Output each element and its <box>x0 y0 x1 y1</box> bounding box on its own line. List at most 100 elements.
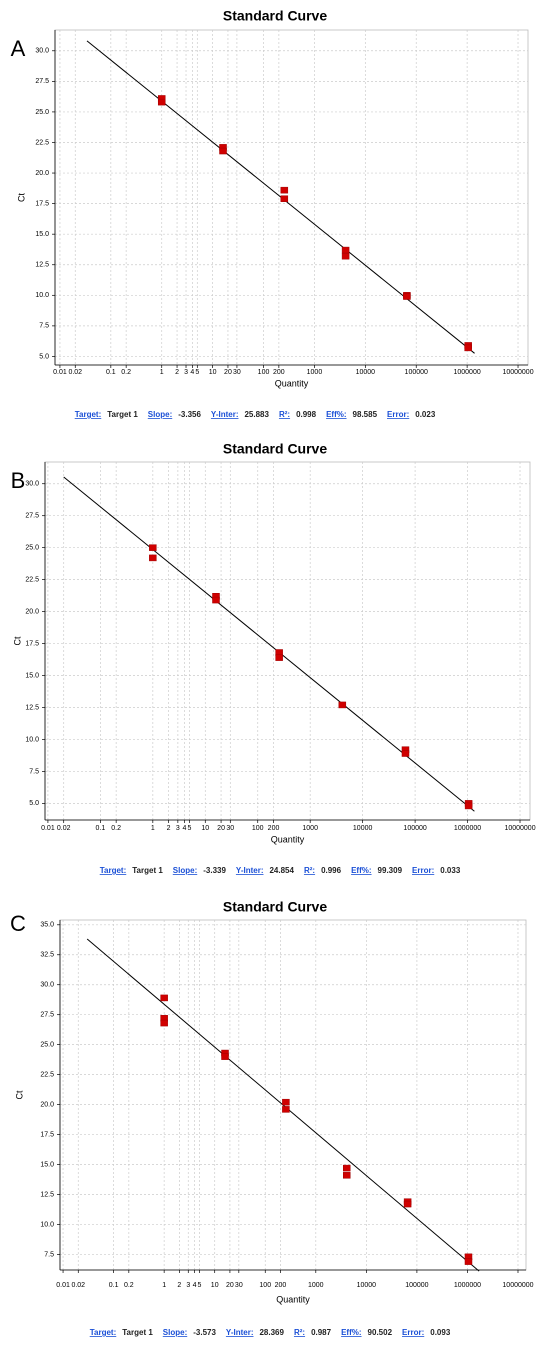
data-point <box>280 186 289 194</box>
y-axis-label: Ct <box>14 1090 24 1099</box>
x-tick-label: 0.1 <box>96 825 106 832</box>
x-tick-label: 1 <box>162 1282 166 1289</box>
data-point <box>221 1053 229 1060</box>
x-tick-label: 10000000 <box>504 825 535 832</box>
stats-value: 24.854 <box>269 866 294 875</box>
x-tick-label: 0.2 <box>124 1282 134 1289</box>
x-tick-label: 30 <box>226 825 234 832</box>
data-point <box>341 246 350 254</box>
stats-value: 99.309 <box>378 866 403 875</box>
y-tick-label: 27.5 <box>25 513 39 520</box>
data-point <box>160 1019 168 1027</box>
x-tick-label: 0.01 <box>56 1282 70 1289</box>
x-tick-label: 100000 <box>403 825 426 832</box>
stats-value: 0.093 <box>430 1328 451 1337</box>
y-tick-label: 32.5 <box>40 952 54 959</box>
stats-value: 0.987 <box>311 1328 332 1337</box>
y-axis-label: Ct <box>12 636 22 645</box>
x-tick-label: 1 <box>151 825 155 832</box>
x-tick-label: 10000000 <box>502 369 533 376</box>
stats-line: Target: Target 1 Slope: -3.573 Y-Inter: 28.36… <box>90 1328 451 1337</box>
y-tick-label: 7.5 <box>29 768 39 775</box>
x-tick-label: 2 <box>167 825 171 832</box>
x-tick-label: 2 <box>177 1282 181 1289</box>
stats-label: Eff%: <box>326 410 346 419</box>
x-tick-label: 20 <box>224 369 232 376</box>
stats-value: Target 1 <box>122 1328 153 1337</box>
data-point <box>343 1164 351 1172</box>
stats-value: 0.996 <box>321 866 342 875</box>
stats-label: R²: <box>294 1328 305 1337</box>
y-tick-label: 12.5 <box>40 1191 54 1198</box>
y-tick-label: 25.0 <box>35 109 49 116</box>
stats-value: Target 1 <box>132 866 163 875</box>
y-tick-label: 30.0 <box>25 481 39 488</box>
x-tick-label: 0.1 <box>106 369 116 376</box>
data-point <box>282 1098 290 1106</box>
x-tick-label: 200 <box>268 825 280 832</box>
x-tick-label: 200 <box>275 1282 287 1289</box>
data-point <box>403 1200 412 1208</box>
stats-label: Slope: <box>163 1328 187 1337</box>
stats-label: Error: <box>402 1328 424 1337</box>
x-tick-label: 0.2 <box>111 825 121 832</box>
y-tick-label: 22.5 <box>40 1071 54 1078</box>
x-tick-label: 1000 <box>302 825 318 832</box>
x-tick-label: 30 <box>235 1282 243 1289</box>
data-point <box>275 654 283 661</box>
x-tick-label: 0.02 <box>68 369 82 376</box>
x-tick-label: 20 <box>226 1282 234 1289</box>
x-tick-label: 100 <box>259 1282 271 1289</box>
x-tick-label: 0.01 <box>41 825 55 832</box>
stats-line: Target: Target 1 Slope: -3.356 Y-Inter: 25.88… <box>75 410 436 419</box>
x-tick-label: 10 <box>209 369 217 376</box>
x-tick-label: 0.2 <box>121 369 131 376</box>
y-tick-label: 27.5 <box>40 1012 54 1019</box>
x-axis-label: Quantity <box>276 1294 310 1304</box>
x-tick-label: 1000 <box>308 1282 324 1289</box>
x-axis-label: Quantity <box>275 378 309 388</box>
data-point <box>219 147 227 155</box>
x-tick-label: 100 <box>258 369 270 376</box>
y-tick-label: 25.0 <box>25 545 39 552</box>
x-tick-label: 0.02 <box>71 1282 85 1289</box>
y-tick-label: 15.0 <box>35 231 49 238</box>
x-tick-label: 200 <box>273 369 285 376</box>
y-tick-label: 35.0 <box>40 922 54 929</box>
stats-value: 0.023 <box>415 410 436 419</box>
x-tick-label: 1000000 <box>454 1282 481 1289</box>
data-point <box>343 1172 351 1179</box>
y-tick-label: 17.5 <box>35 200 49 207</box>
stats-label: R²: <box>279 410 290 419</box>
x-tick-label: 10 <box>211 1282 219 1289</box>
data-point <box>149 554 157 562</box>
x-tick-label: 10000 <box>353 825 373 832</box>
y-tick-label: 5.0 <box>39 353 49 360</box>
data-point <box>280 195 289 202</box>
x-tick-label: 1000000 <box>453 369 480 376</box>
x-tick-label: 4 <box>182 825 186 832</box>
stats-label: Error: <box>412 866 434 875</box>
x-tick-label: 2 <box>175 369 179 376</box>
y-tick-label: 22.5 <box>25 576 39 583</box>
x-tick-label: 100 <box>252 825 264 832</box>
y-tick-label: 17.5 <box>25 640 39 647</box>
data-point <box>464 1258 473 1265</box>
stats-value: -3.339 <box>203 866 226 875</box>
x-tick-label: 100000 <box>405 369 428 376</box>
x-tick-label: 0.02 <box>57 825 71 832</box>
y-tick-label: 20.0 <box>35 170 49 177</box>
stats-value: 25.883 <box>244 410 269 419</box>
chart-title: Standard Curve <box>223 899 327 915</box>
y-tick-label: 10.0 <box>40 1221 54 1228</box>
x-tick-label: 4 <box>190 369 194 376</box>
panel-label: B <box>11 468 26 493</box>
stats-value: 28.369 <box>259 1328 284 1337</box>
stats-value: 0.998 <box>296 410 317 419</box>
x-tick-label: 0.1 <box>109 1282 119 1289</box>
data-point <box>401 750 410 757</box>
x-tick-label: 10000000 <box>502 1282 533 1289</box>
chart-title: Standard Curve <box>223 8 327 24</box>
y-tick-label: 25.0 <box>40 1042 54 1049</box>
